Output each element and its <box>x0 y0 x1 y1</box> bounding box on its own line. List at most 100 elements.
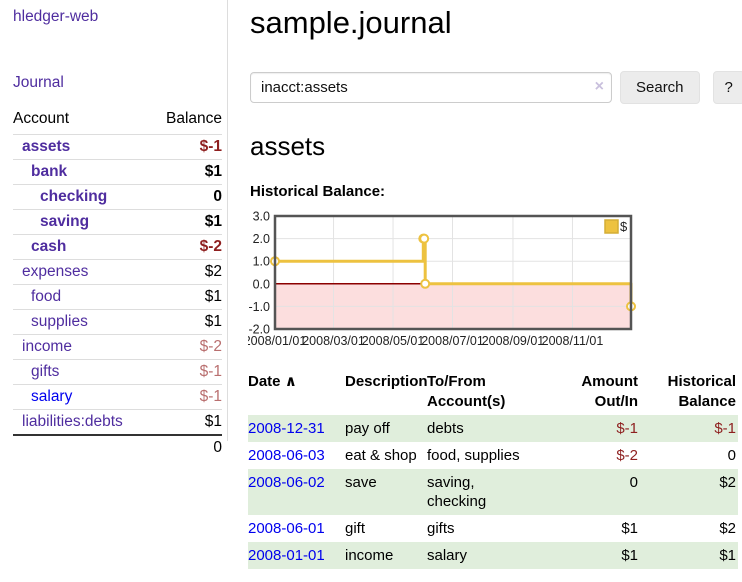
y-axis-tick-label: -1.0 <box>248 300 270 314</box>
y-axis-tick-label: -2.0 <box>248 323 270 337</box>
transaction-balance: $-1 <box>640 415 738 442</box>
transaction-balance: 0 <box>727 447 736 464</box>
register-row: 2008-06-03 eat & shop food, supplies $-2 0 <box>248 442 738 469</box>
sidebar-account-link-gifts[interactable]: gifts <box>31 363 60 380</box>
x-axis-tick-label: 2008/01/01 <box>248 334 306 348</box>
account-balance: $2 <box>151 259 222 285</box>
transaction-date-link[interactable]: 2008-06-01 <box>248 520 325 537</box>
transaction-description: income <box>345 542 427 569</box>
accounts-total-row: 0 <box>13 434 222 460</box>
search-button[interactable]: Search <box>620 71 700 104</box>
account-row: saving $1 <box>13 209 222 235</box>
account-row: supplies $1 <box>13 309 222 335</box>
sidebar-account-link-expenses[interactable]: expenses <box>22 263 89 280</box>
app-title-link[interactable]: hledger-web <box>13 8 99 25</box>
account-row: checking 0 <box>13 184 222 210</box>
register-row: 2008-12-31 pay off debts $-1 $-1 <box>248 415 738 442</box>
register-header-row: Date ∧ Description To/From Account(s) Am… <box>248 369 738 415</box>
transaction-amount: $1 <box>537 542 640 569</box>
transaction-description: save <box>345 469 427 515</box>
transaction-date-link[interactable]: 2008-06-02 <box>248 474 325 491</box>
sidebar-account-link-cash[interactable]: cash <box>31 238 67 255</box>
transaction-description: gift <box>345 520 366 537</box>
y-axis-tick-label: 1.0 <box>253 255 270 269</box>
register-row: 2008-06-02 save saving, checking 0 $2 <box>248 469 738 515</box>
y-axis-tick-label: 0.0 <box>253 277 270 291</box>
transaction-accounts: gifts <box>427 520 455 537</box>
account-balance: $1 <box>151 284 222 310</box>
transaction-accounts: food, supplies <box>427 447 520 464</box>
register-table: Date ∧ Description To/From Account(s) Am… <box>248 369 738 569</box>
x-axis-tick-label: 2008/11/01 <box>542 334 604 348</box>
accounts-table: Account Balance assets $-1 bank $1 checking 0… <box>13 106 222 460</box>
transaction-amount: 0 <box>537 469 640 515</box>
account-row: bank $1 <box>13 159 222 185</box>
transaction-date-link[interactable]: 2008-01-01 <box>248 547 325 564</box>
account-row: gifts $-1 <box>13 359 222 385</box>
clear-search-icon[interactable]: × <box>594 78 604 95</box>
main-panel: sample.journal × Search ? assets Histori… <box>248 0 742 569</box>
legend-label: $ <box>620 219 628 234</box>
account-balance: $1 <box>151 209 222 235</box>
x-axis-tick-label: 2008/09/01 <box>482 334 545 348</box>
transaction-amount: $-1 <box>537 415 640 442</box>
account-heading: assets <box>250 131 326 161</box>
search-form: × Search ? <box>250 71 742 104</box>
account-balance: $-2 <box>151 334 222 360</box>
account-balance: $1 <box>151 159 222 185</box>
sort-asc-icon[interactable]: ∧ <box>284 373 297 390</box>
account-row: expenses $2 <box>13 259 222 285</box>
accounts-header-account: Account <box>13 110 70 127</box>
register-col-balance: Historical Balance <box>667 373 736 410</box>
accounts-total-balance: 0 <box>151 434 222 460</box>
account-row: assets $-1 <box>13 134 222 160</box>
y-axis-tick-label: 3.0 <box>253 210 270 224</box>
account-balance: 0 <box>151 184 222 210</box>
sidebar-account-link-income[interactable]: income <box>22 338 72 355</box>
account-balance: $1 <box>151 309 222 335</box>
account-row: cash $-2 <box>13 234 222 260</box>
sidebar-account-link-supplies[interactable]: supplies <box>31 313 88 330</box>
accounts-header-balance: Balance <box>165 110 222 127</box>
sidebar-account-link-saving[interactable]: saving <box>40 213 90 230</box>
x-axis-tick-label: 2008/05/01 <box>362 334 425 348</box>
chart-title: Historical Balance: <box>250 183 386 200</box>
account-row: salary $-1 <box>13 384 222 410</box>
transaction-description: eat & shop <box>345 447 417 464</box>
transaction-amount: $1 <box>621 520 638 537</box>
page-title: sample.journal <box>250 5 452 40</box>
transaction-date-link[interactable]: 2008-06-03 <box>248 447 325 464</box>
account-balance: $1 <box>151 409 222 435</box>
historical-balance-chart[interactable]: 3.0 2.0 1.0 0.0 -1.0 -2.0 2008/01/01 2008/03/01… <box>248 209 742 351</box>
transaction-balance: $2 <box>640 469 738 515</box>
transaction-description: pay off <box>345 415 427 442</box>
sidebar-account-link-liabilities-debts[interactable]: liabilities:debts <box>22 413 123 430</box>
account-row: food $1 <box>13 284 222 310</box>
transaction-amount: $-2 <box>616 447 638 464</box>
accounts-header-row: Account Balance <box>13 106 222 135</box>
sidebar-item-journal[interactable]: Journal <box>13 74 64 91</box>
sidebar-account-link-bank[interactable]: bank <box>31 163 68 180</box>
help-button[interactable]: ? <box>712 71 742 104</box>
account-balance: $-1 <box>151 134 222 160</box>
transaction-date-link[interactable]: 2008-12-31 <box>248 420 325 437</box>
register-row: 2008-06-01 gift gifts $1 $2 <box>248 515 738 542</box>
account-row: liabilities:debts $1 <box>13 409 222 435</box>
register-col-amount: Amount Out/In <box>581 373 638 410</box>
x-axis-tick-label: 2008/07/01 <box>421 334 484 348</box>
transaction-accounts: salary <box>427 542 537 569</box>
chart-svg[interactable]: 3.0 2.0 1.0 0.0 -1.0 -2.02008/01/012008/03/01… <box>248 209 742 351</box>
x-axis-tick-label: 2008/03/01 <box>302 334 365 348</box>
search-input[interactable] <box>250 72 612 103</box>
register-col-date[interactable]: Date <box>248 373 281 390</box>
y-axis-tick-label: 2.0 <box>253 232 270 246</box>
register-body: 2008-12-31 pay off debts $-1 $-1 2008-06-03 ea… <box>248 415 738 569</box>
register-col-accounts: To/From Account(s) <box>427 373 506 410</box>
sidebar-account-link-checking[interactable]: checking <box>40 188 108 205</box>
transaction-balance: $1 <box>640 542 738 569</box>
transaction-balance: $2 <box>719 520 736 537</box>
sidebar-account-link-food[interactable]: food <box>31 288 62 305</box>
sidebar-account-link-assets[interactable]: assets <box>22 138 71 155</box>
sidebar-account-link-salary[interactable]: salary <box>31 388 73 405</box>
transaction-accounts: debts <box>427 415 537 442</box>
